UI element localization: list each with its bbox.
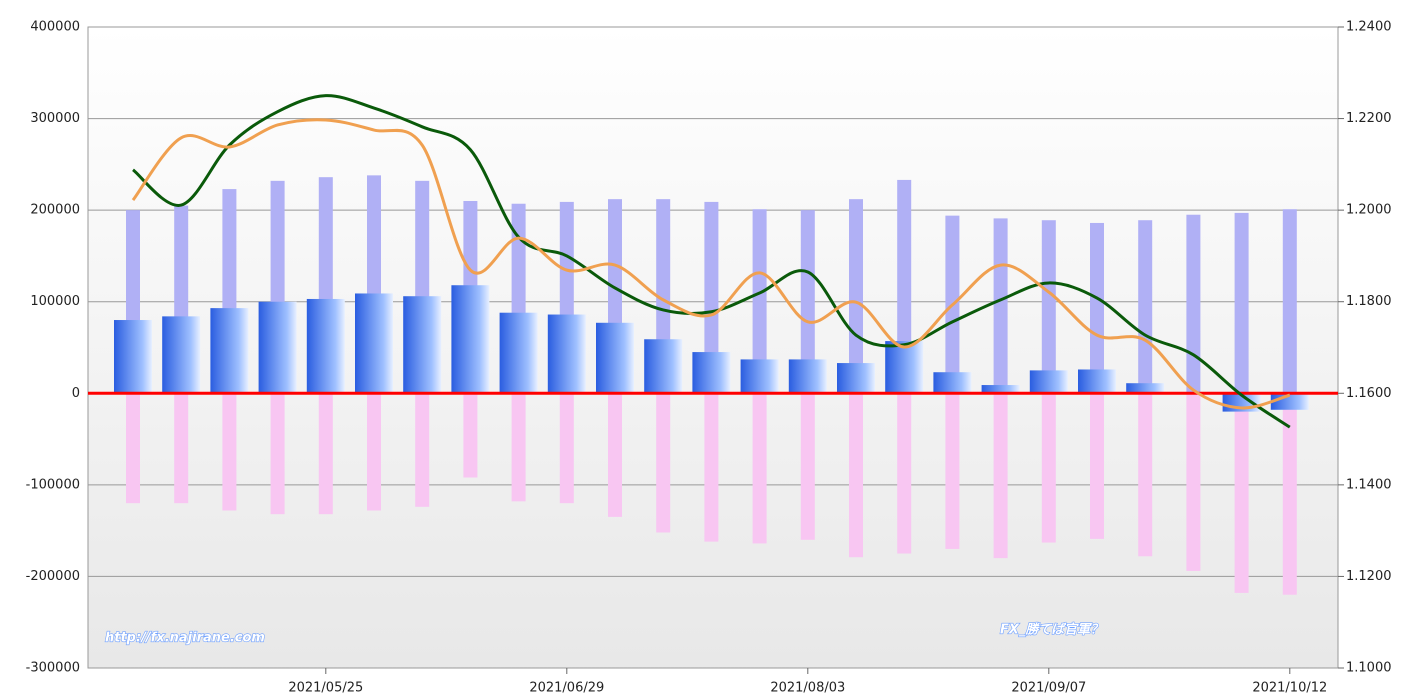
watermark: http://fx.najirane.com — [105, 631, 265, 646]
x-tick-label: 2021/09/07 — [1011, 681, 1086, 695]
y2-tick-label: 1.1000 — [1346, 661, 1392, 676]
bar — [1041, 220, 1056, 394]
x-tick-label: 2021/10/12 — [1252, 681, 1327, 695]
bar — [367, 393, 381, 511]
y-tick-label: -300000 — [26, 661, 80, 676]
bar — [897, 179, 912, 394]
y2-tick-label: 1.1600 — [1346, 386, 1392, 401]
bar — [933, 372, 972, 394]
bar — [547, 314, 586, 394]
x-tick-label: 2021/06/29 — [529, 681, 604, 695]
y2-tick-label: 1.2200 — [1346, 111, 1392, 126]
bar — [1138, 393, 1153, 557]
watermark: FX_勝てば官軍？ — [1000, 622, 1103, 638]
line — [131, 118, 1291, 410]
bar — [1282, 393, 1297, 595]
bar — [1041, 393, 1056, 543]
bar — [849, 199, 863, 394]
bar — [752, 209, 767, 394]
y2-tick-label: 1.1800 — [1346, 294, 1392, 309]
bar — [897, 393, 912, 554]
bar — [559, 393, 574, 504]
bar — [800, 393, 815, 540]
bar — [981, 385, 1020, 394]
bar — [704, 393, 719, 542]
bar — [740, 359, 779, 394]
bar — [463, 393, 478, 478]
y2-tick-label: 1.2400 — [1346, 20, 1392, 35]
bar — [800, 210, 815, 394]
bar — [1078, 369, 1116, 394]
bar — [114, 320, 152, 394]
bar — [993, 218, 1008, 394]
bar — [993, 393, 1008, 559]
x-tick-label: 2021/08/03 — [770, 681, 845, 695]
bar — [318, 393, 333, 515]
y-tick-label: 300000 — [30, 111, 80, 126]
y-tick-label: -200000 — [26, 569, 80, 584]
bar — [174, 393, 189, 504]
bar — [1234, 212, 1249, 394]
bar — [849, 393, 863, 558]
y2-tick-label: 1.1400 — [1346, 477, 1392, 492]
x-tick-label: 2021/05/25 — [288, 681, 363, 695]
bar — [126, 393, 140, 504]
line — [132, 94, 1291, 429]
bar — [511, 393, 526, 502]
y-tick-label: -100000 — [26, 477, 80, 492]
bar — [752, 393, 767, 544]
bar — [1090, 222, 1104, 394]
bar — [837, 363, 875, 394]
y-tick-label: 100000 — [30, 294, 80, 309]
bar — [403, 296, 442, 394]
bar — [1234, 393, 1249, 593]
bar — [596, 322, 634, 394]
y-tick-label: 0 — [72, 386, 80, 401]
bar — [210, 308, 249, 394]
bar — [1090, 393, 1104, 539]
bar — [258, 301, 297, 394]
bar — [1126, 383, 1165, 394]
bar — [270, 393, 285, 515]
y-tick-label: 200000 — [30, 203, 80, 218]
bar — [644, 339, 683, 394]
y2-tick-label: 1.1200 — [1346, 569, 1392, 584]
bar — [1282, 209, 1297, 394]
bar — [499, 312, 538, 394]
bar — [945, 393, 960, 549]
bar — [704, 201, 719, 394]
bar — [788, 359, 827, 394]
y2-tick-label: 1.2000 — [1346, 203, 1392, 218]
bar — [415, 393, 430, 507]
bar — [451, 285, 490, 394]
bar — [1138, 220, 1153, 394]
bar — [608, 393, 622, 517]
bar — [306, 298, 345, 394]
bar — [885, 341, 924, 394]
bar — [1029, 370, 1068, 394]
bar — [222, 393, 237, 511]
bar — [1186, 214, 1201, 394]
bar — [656, 393, 671, 533]
bar — [355, 293, 393, 394]
bar — [692, 352, 731, 394]
y-tick-label: 400000 — [30, 20, 80, 35]
bar — [162, 316, 201, 394]
bar — [1186, 393, 1201, 571]
